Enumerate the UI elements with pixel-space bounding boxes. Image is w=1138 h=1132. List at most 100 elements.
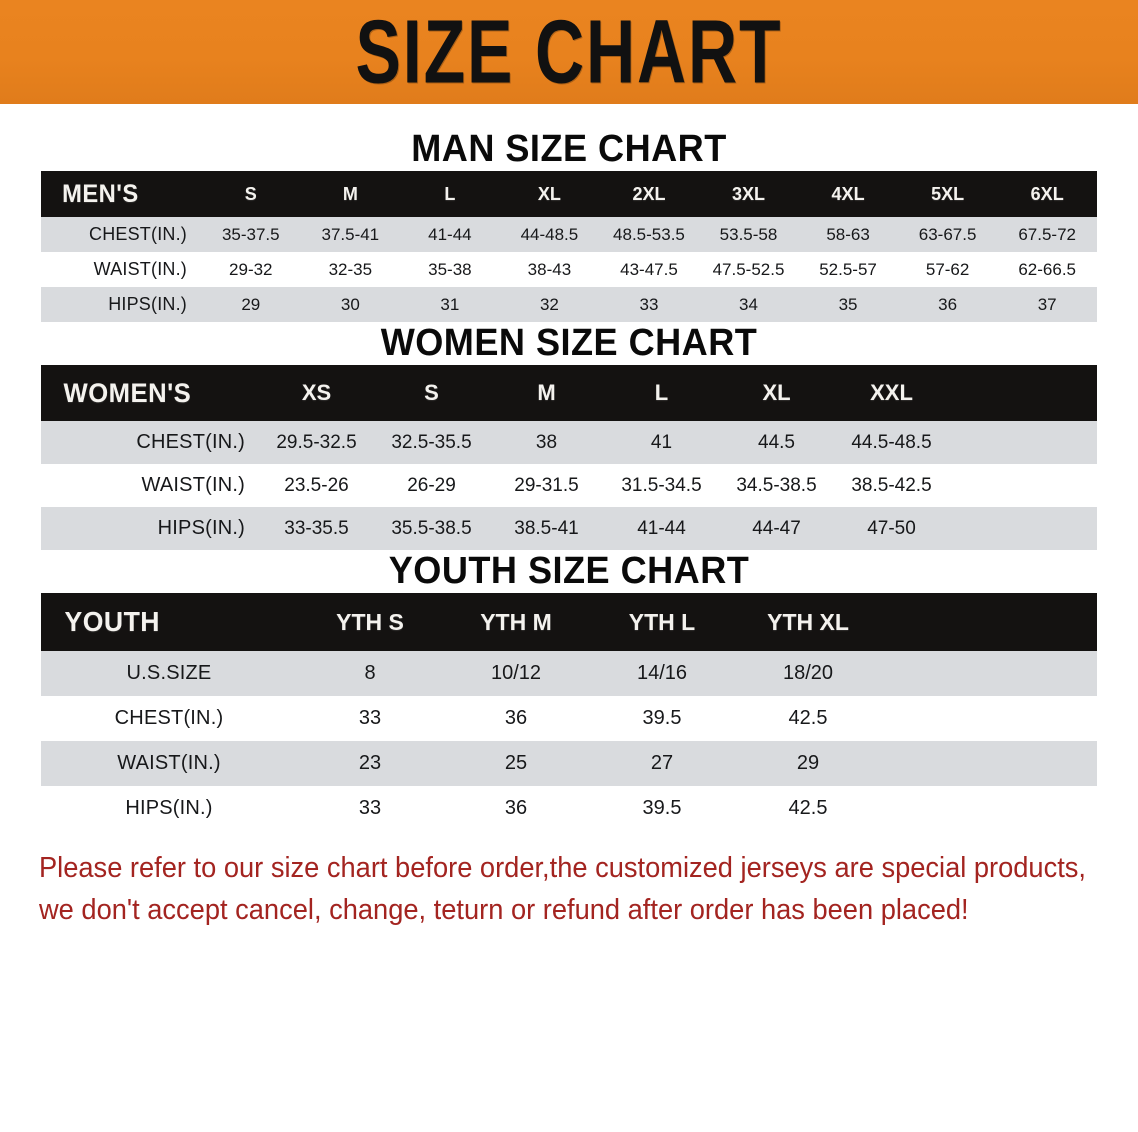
row-label: WAIST(IN.) bbox=[117, 752, 221, 774]
row-label: HIPS(IN.) bbox=[108, 294, 187, 314]
men-size-col: S bbox=[244, 183, 257, 204]
cell: 23 bbox=[358, 752, 382, 774]
table-row: WAIST(IN.) 23 25 27 29 bbox=[41, 741, 1097, 786]
table-row: WAIST(IN.) 29-32 32-35 35-38 38-43 43-47… bbox=[41, 252, 1097, 287]
cell: 62-66.5 bbox=[1018, 259, 1077, 279]
women-size-col: S bbox=[424, 380, 439, 405]
women-size-col: XXL bbox=[870, 380, 913, 405]
row-spacer bbox=[949, 464, 1097, 507]
header-spacer bbox=[881, 593, 1097, 651]
men-size-col: XL bbox=[537, 183, 561, 204]
disclaimer-line-2: we don't accept cancel, change, teturn o… bbox=[39, 894, 969, 927]
table-header-row: YOUTH YTH S YTH M YTH L YTH XL bbox=[41, 593, 1097, 651]
cell: 53.5-58 bbox=[719, 224, 778, 244]
cell: 39.5 bbox=[642, 797, 682, 819]
row-spacer bbox=[881, 696, 1097, 741]
cell: 8 bbox=[364, 662, 376, 684]
cell: 29-32 bbox=[229, 259, 273, 279]
table-row: HIPS(IN.) 33-35.5 35.5-38.5 38.5-41 41-4… bbox=[41, 507, 1097, 550]
cell: 39.5 bbox=[642, 707, 682, 729]
cell: 35-37.5 bbox=[221, 224, 280, 244]
youth-size-table: YOUTH YTH S YTH M YTH L YTH XL U.S.SIZE … bbox=[41, 593, 1097, 831]
women-size-col: XL bbox=[762, 380, 791, 405]
cell: 48.5-53.5 bbox=[613, 224, 685, 244]
women-size-col: L bbox=[654, 380, 669, 405]
youth-size-col: YTH S bbox=[336, 608, 404, 635]
row-spacer bbox=[881, 741, 1097, 786]
cell: 31 bbox=[440, 294, 460, 314]
cell: 42.5 bbox=[788, 797, 828, 819]
cell: 32.5-35.5 bbox=[391, 431, 472, 453]
cell: 44-47 bbox=[752, 517, 801, 539]
cell: 23.5-26 bbox=[284, 474, 349, 496]
women-header-label: WOMEN'S bbox=[63, 377, 192, 408]
cell: 38.5-41 bbox=[514, 517, 579, 539]
row-label: WAIST(IN.) bbox=[93, 259, 187, 279]
cell: 47.5-52.5 bbox=[712, 259, 785, 279]
cell: 44-48.5 bbox=[520, 224, 579, 244]
row-label: HIPS(IN.) bbox=[157, 517, 245, 539]
cell: 36 bbox=[938, 294, 958, 314]
men-header-label: MEN'S bbox=[62, 179, 139, 208]
men-size-col: 3XL bbox=[732, 183, 766, 204]
cell: 35-38 bbox=[428, 259, 472, 279]
table-header-row: WOMEN'S XS S M L XL XXL bbox=[41, 365, 1097, 421]
row-spacer bbox=[881, 651, 1097, 696]
cell: 33 bbox=[358, 797, 382, 819]
women-section-title: WOMEN SIZE CHART bbox=[380, 322, 758, 364]
cell: 18/20 bbox=[782, 662, 834, 684]
cell: 33-35.5 bbox=[284, 517, 349, 539]
cell: 34 bbox=[739, 294, 758, 314]
cell: 63-67.5 bbox=[918, 224, 977, 244]
cell: 33 bbox=[639, 294, 659, 314]
cell: 41-44 bbox=[428, 224, 472, 244]
cell: 41 bbox=[650, 431, 673, 453]
row-spacer bbox=[949, 507, 1097, 550]
cell: 25 bbox=[504, 752, 528, 774]
cell: 32 bbox=[539, 294, 559, 314]
cell: 42.5 bbox=[788, 707, 828, 729]
men-size-col: 4XL bbox=[831, 183, 865, 204]
cell: 34.5-38.5 bbox=[736, 474, 817, 496]
cell: 47-50 bbox=[867, 517, 916, 539]
table-row: HIPS(IN.) 33 36 39.5 42.5 bbox=[41, 786, 1097, 831]
cell: 58-63 bbox=[826, 224, 870, 244]
women-size-col: XS bbox=[301, 380, 332, 405]
page-title: SIZE CHART bbox=[355, 0, 783, 103]
cell: 29-31.5 bbox=[514, 474, 579, 496]
man-size-table: MEN'S S M L XL 2XL 3XL 4XL 5XL 6XL CHEST… bbox=[41, 171, 1097, 322]
youth-size-col: YTH L bbox=[628, 608, 696, 635]
men-size-col: 5XL bbox=[931, 183, 965, 204]
table-row: CHEST(IN.) 33 36 39.5 42.5 bbox=[41, 696, 1097, 741]
cell: 29 bbox=[796, 752, 820, 774]
men-size-col: M bbox=[342, 183, 358, 204]
row-spacer bbox=[881, 786, 1097, 831]
cell: 35 bbox=[838, 294, 858, 314]
cell: 37.5-41 bbox=[321, 224, 380, 244]
table-header-row: MEN'S S M L XL 2XL 3XL 4XL 5XL 6XL bbox=[41, 171, 1097, 217]
table-row: CHEST(IN.) 29.5-32.5 32.5-35.5 38 41 44.… bbox=[41, 421, 1097, 464]
cell: 38-43 bbox=[527, 259, 572, 279]
row-label: CHEST(IN.) bbox=[89, 224, 187, 244]
men-size-col: L bbox=[444, 183, 456, 204]
cell: 67.5-72 bbox=[1018, 224, 1077, 244]
cell: 14/16 bbox=[636, 662, 688, 684]
cell: 33 bbox=[358, 707, 382, 729]
youth-size-col: YTH M bbox=[480, 608, 552, 635]
cell: 30 bbox=[340, 294, 360, 314]
cell: 41-44 bbox=[637, 517, 686, 539]
row-label: HIPS(IN.) bbox=[125, 797, 213, 819]
cell: 29.5-32.5 bbox=[276, 431, 357, 453]
row-label: CHEST(IN.) bbox=[136, 431, 245, 453]
row-label: WAIST(IN.) bbox=[141, 474, 245, 496]
table-row: U.S.SIZE 8 10/12 14/16 18/20 bbox=[41, 651, 1097, 696]
cell: 44.5-48.5 bbox=[851, 431, 932, 453]
page-banner: SIZE CHART bbox=[0, 0, 1138, 104]
header-spacer bbox=[949, 365, 1097, 421]
cell: 26-29 bbox=[407, 474, 456, 496]
cell: 44.5 bbox=[758, 431, 795, 453]
cell: 31.5-34.5 bbox=[621, 474, 702, 496]
cell: 52.5-57 bbox=[819, 259, 877, 279]
youth-section-title: YOUTH SIZE CHART bbox=[388, 550, 750, 592]
